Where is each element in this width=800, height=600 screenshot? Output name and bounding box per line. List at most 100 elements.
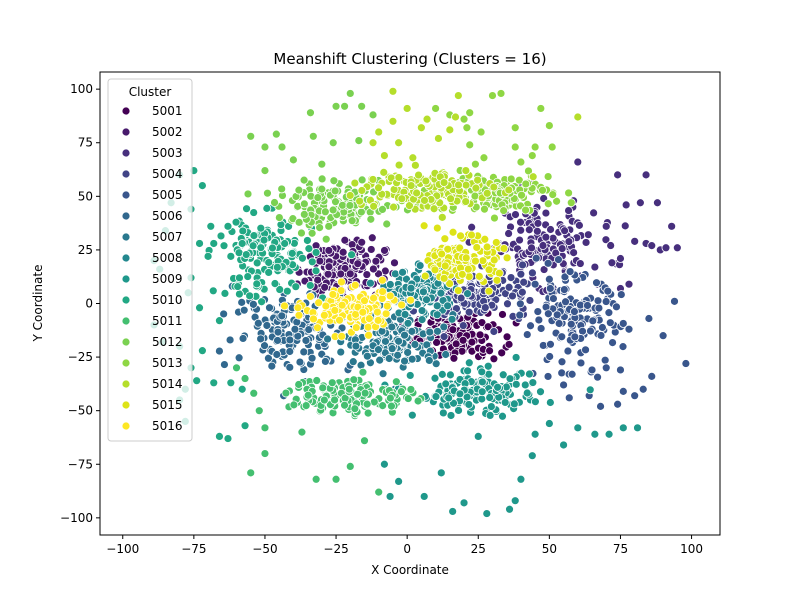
- data-point: [661, 243, 671, 253]
- y-tick-label: −25: [68, 350, 93, 364]
- data-point: [443, 244, 453, 254]
- data-point: [394, 173, 404, 182]
- data-point: [482, 242, 492, 252]
- data-point: [548, 190, 558, 200]
- data-point: [368, 138, 378, 148]
- data-point: [530, 279, 540, 289]
- data-point: [439, 322, 449, 332]
- data-point: [328, 205, 338, 215]
- data-point: [499, 206, 509, 215]
- data-point: [357, 175, 367, 185]
- data-point: [485, 410, 495, 420]
- data-point: [237, 239, 247, 248]
- data-point: [351, 323, 361, 332]
- data-point: [243, 189, 253, 199]
- data-point: [543, 309, 553, 319]
- data-point: [601, 363, 611, 373]
- data-point: [492, 275, 502, 285]
- data-points: [149, 86, 691, 518]
- legend-entry-label: 5013: [152, 356, 183, 370]
- data-point: [368, 110, 378, 120]
- data-point: [414, 170, 423, 180]
- data-point: [371, 256, 381, 266]
- data-point: [295, 357, 305, 367]
- data-point: [330, 186, 340, 196]
- data-point: [369, 293, 379, 303]
- data-point: [647, 241, 657, 251]
- legend-marker: [121, 379, 131, 389]
- data-point: [351, 309, 361, 319]
- data-point: [480, 303, 490, 312]
- data-point: [557, 244, 567, 253]
- data-point: [313, 323, 322, 333]
- data-point: [294, 217, 304, 227]
- data-point: [504, 282, 514, 292]
- data-point: [528, 268, 537, 278]
- data-point: [596, 401, 605, 411]
- data-point: [324, 262, 334, 272]
- legend-entry-label: 5011: [152, 314, 183, 328]
- data-point: [483, 361, 493, 371]
- data-point: [608, 338, 617, 347]
- data-point: [432, 337, 441, 347]
- data-point: [560, 226, 570, 236]
- data-point: [285, 347, 295, 356]
- x-tick-label: 50: [542, 542, 557, 556]
- data-point: [616, 290, 626, 299]
- data-point: [362, 399, 372, 409]
- data-point: [387, 401, 396, 411]
- data-point: [605, 318, 615, 328]
- data-point: [301, 401, 311, 411]
- data-point: [557, 332, 567, 342]
- data-point: [385, 393, 395, 403]
- data-point: [620, 221, 630, 231]
- data-point: [493, 382, 502, 392]
- data-point: [381, 336, 390, 346]
- data-point: [638, 384, 648, 394]
- data-point: [557, 357, 567, 367]
- data-point: [516, 157, 526, 167]
- legend-entry-label: 5012: [152, 335, 183, 349]
- data-point: [465, 108, 475, 118]
- data-point: [369, 397, 379, 407]
- data-point: [530, 397, 540, 407]
- data-point: [498, 310, 507, 319]
- series-5016: [280, 275, 415, 341]
- data-point: [505, 504, 514, 514]
- data-point: [400, 330, 409, 340]
- data-point: [543, 172, 553, 181]
- data-point: [618, 423, 628, 433]
- data-point: [588, 316, 598, 326]
- data-point: [275, 285, 285, 294]
- data-point: [381, 309, 391, 319]
- data-point: [517, 190, 526, 200]
- data-point: [347, 250, 356, 260]
- data-point: [272, 262, 282, 272]
- data-point: [226, 378, 236, 388]
- data-point: [433, 326, 442, 336]
- data-point: [405, 371, 415, 380]
- data-point: [197, 346, 207, 356]
- data-point: [323, 269, 333, 279]
- data-point: [268, 243, 277, 253]
- data-point: [606, 241, 616, 250]
- data-point: [248, 241, 258, 251]
- data-point: [533, 218, 543, 228]
- data-point: [364, 314, 374, 324]
- data-point: [318, 383, 328, 393]
- data-point: [262, 203, 272, 213]
- legend-marker: [121, 274, 131, 284]
- data-point: [583, 301, 592, 310]
- data-point: [519, 277, 529, 287]
- data-point: [373, 315, 383, 325]
- data-point: [195, 303, 204, 313]
- data-point: [311, 266, 321, 276]
- data-point: [265, 303, 274, 313]
- data-point: [192, 376, 202, 386]
- chart-title: Meanshift Clustering (Clusters = 16): [273, 50, 546, 68]
- data-point: [541, 208, 551, 218]
- data-point: [320, 282, 330, 292]
- data-point: [590, 429, 600, 439]
- data-point: [437, 249, 447, 259]
- x-tick-label: −75: [181, 542, 206, 556]
